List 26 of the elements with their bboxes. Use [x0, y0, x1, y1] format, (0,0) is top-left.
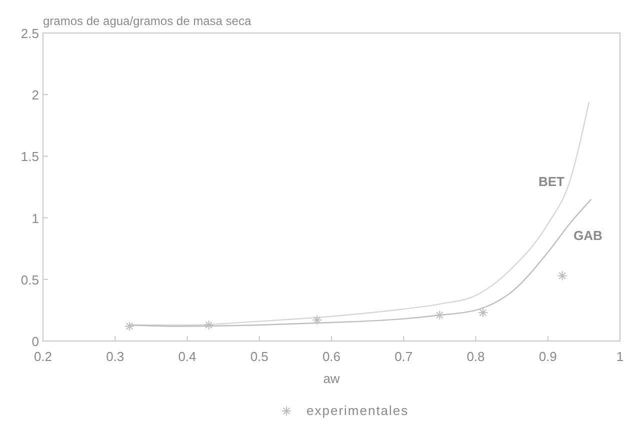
- point: [557, 270, 568, 281]
- x-tick-label: 0.7: [394, 349, 413, 364]
- y-tick-label: 1: [32, 210, 39, 226]
- x-tick-label: 0.6: [322, 349, 341, 364]
- x-tick-label: 0.9: [538, 349, 557, 364]
- point: [312, 315, 322, 326]
- point: [434, 310, 445, 320]
- series-label: GAB: [574, 228, 602, 243]
- y-axis-title: gramos de agua/gramos de masa seca: [43, 14, 252, 28]
- x-tick-label: 0.4: [178, 349, 196, 364]
- y-tick-label: 0.5: [20, 272, 39, 288]
- x-tick-label: 0.2: [34, 349, 52, 364]
- point: [478, 308, 488, 318]
- x-axis-title: aw: [323, 371, 340, 386]
- y-tick-label: 2: [32, 88, 39, 103]
- point: [124, 321, 135, 332]
- x-tick-label: 0.3: [106, 349, 124, 364]
- point: [204, 320, 214, 330]
- y-tick-label: 2.5: [20, 26, 39, 41]
- legend-label: experimentales: [306, 403, 409, 418]
- x-tick-label: 0.5: [250, 349, 268, 364]
- y-tick-label: 1.5: [20, 149, 39, 164]
- x-tick-label: 1: [616, 349, 624, 364]
- series-label: BET: [538, 174, 565, 190]
- y-tick-label: 0: [32, 334, 39, 349]
- x-tick-label: 0.8: [466, 349, 485, 364]
